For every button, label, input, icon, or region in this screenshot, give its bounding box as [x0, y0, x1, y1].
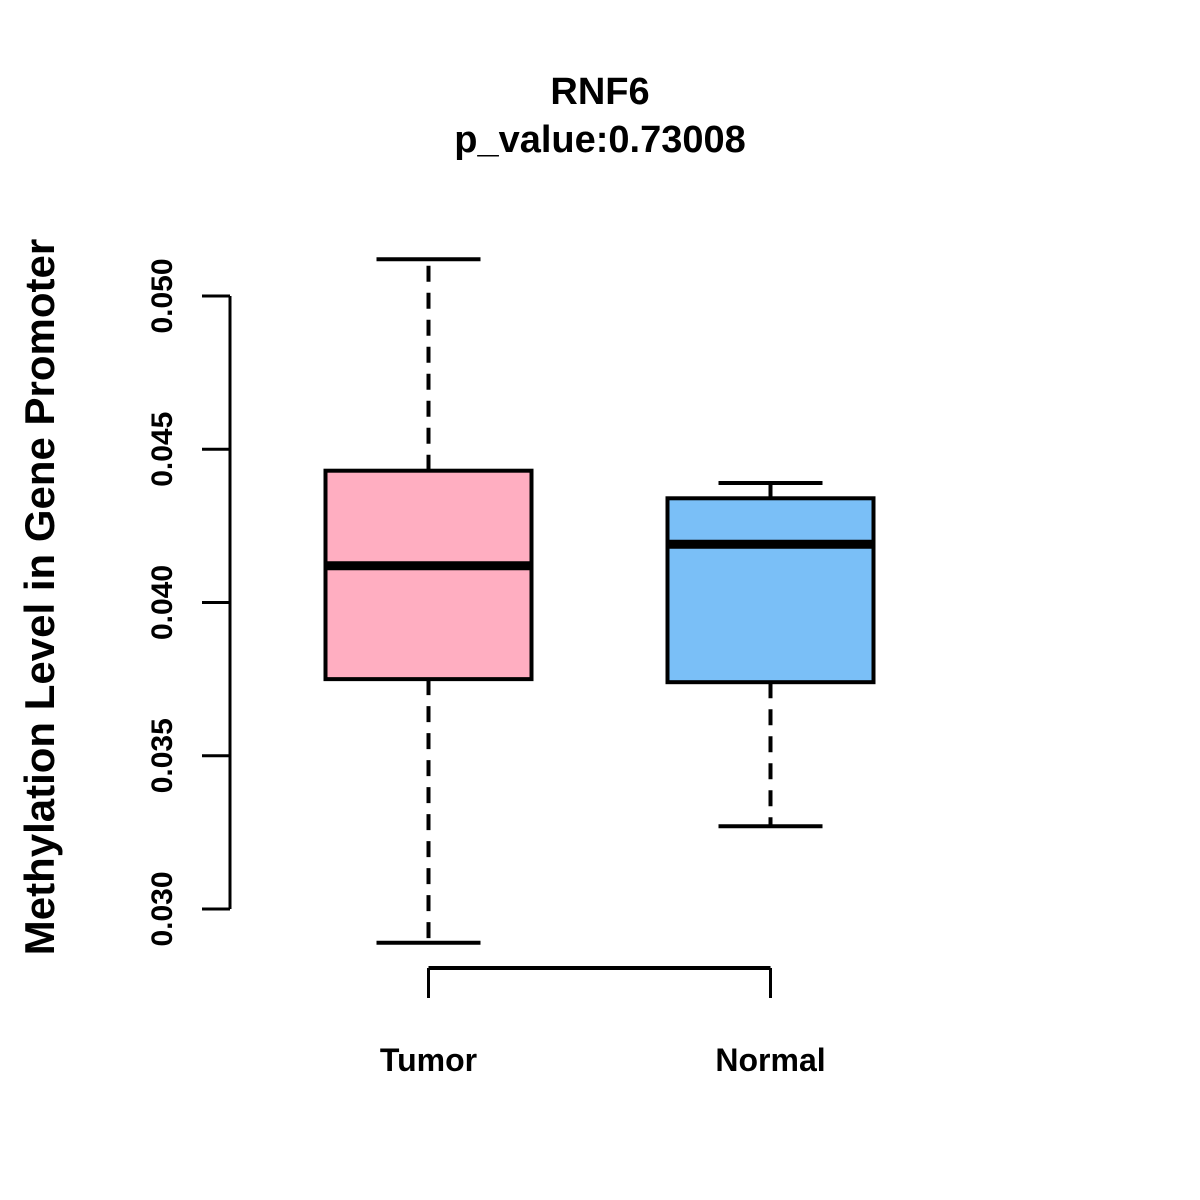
x-category-label-tumor: Tumor: [380, 1042, 477, 1078]
box-normal: [665, 496, 876, 685]
chart-title: RNF6: [550, 71, 650, 113]
y-axis-label: Methylation Level in Gene Promoter: [16, 238, 63, 956]
y-axis-tick-label-3: 0.045: [146, 412, 179, 487]
y-axis-tick-label-0: 0.030: [146, 871, 179, 946]
box-tumor: [323, 468, 534, 682]
chart-subtitle: p_value:0.73008: [454, 119, 746, 161]
y-axis-tick-label-1: 0.035: [146, 718, 179, 793]
y-axis-tick-label-4: 0.050: [146, 258, 179, 333]
x-category-label-normal: Normal: [715, 1042, 825, 1078]
y-axis-tick-label-2: 0.040: [146, 565, 179, 640]
